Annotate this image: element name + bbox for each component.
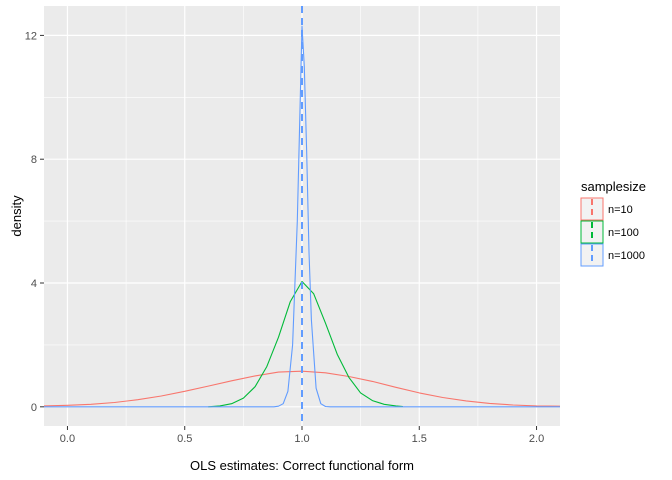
y-tick-label: 8 xyxy=(31,154,37,166)
legend-label: n=10 xyxy=(608,204,633,216)
x-tick-label: 0.5 xyxy=(177,433,192,445)
legend: samplesize n=10 n=100 n=1000 xyxy=(580,179,646,267)
y-axis-title: density xyxy=(9,195,24,237)
y-tick-label: 12 xyxy=(25,30,37,42)
y-tick-label: 0 xyxy=(31,402,37,414)
series-layer xyxy=(44,6,560,426)
x-axis: 0.0 0.5 1.0 1.5 2.0 xyxy=(60,426,544,445)
x-tick-label: 0.0 xyxy=(60,433,75,445)
series-line-n100 xyxy=(208,280,403,408)
x-tick-label: 1.5 xyxy=(412,433,427,445)
legend-label: n=1000 xyxy=(608,250,645,262)
y-tick-label: 4 xyxy=(31,278,37,290)
y-axis: 0 4 8 12 xyxy=(25,30,44,414)
legend-label: n=100 xyxy=(608,227,639,239)
x-axis-title: OLS estimates: Correct functional form xyxy=(190,458,414,473)
x-tick-label: 2.0 xyxy=(529,433,544,445)
series-line-n1000 xyxy=(44,25,560,408)
x-tick-label: 1.0 xyxy=(294,433,309,445)
legend-title: samplesize xyxy=(581,179,646,194)
